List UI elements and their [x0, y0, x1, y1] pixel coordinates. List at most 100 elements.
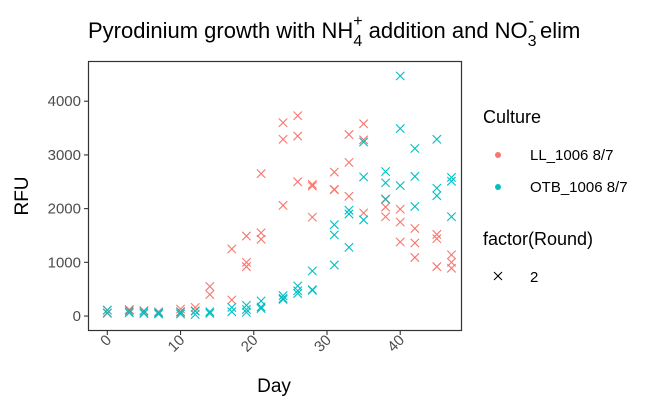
data-point: [395, 204, 405, 214]
data-point: [329, 260, 339, 270]
data-point: [307, 285, 317, 295]
data-point: [410, 143, 420, 154]
data-point: [432, 234, 442, 244]
legend-round-title: factor(Round): [483, 229, 593, 249]
data-point: [256, 228, 266, 238]
data-point: [124, 308, 134, 318]
x-tick-label: 20: [238, 332, 262, 356]
x-tick-label: 0: [97, 332, 115, 350]
data-point: [307, 181, 317, 191]
data-point: [124, 306, 134, 316]
data-point: [278, 293, 288, 303]
data-point: [344, 205, 354, 215]
data-point: [307, 266, 317, 276]
data-point: [410, 238, 420, 248]
data-point: [293, 281, 303, 291]
data-point: [227, 244, 237, 254]
data-point: [227, 302, 237, 313]
data-point: [410, 201, 420, 212]
data-point: [380, 202, 391, 212]
data-point: [175, 307, 186, 317]
x-tick-label: 10: [165, 332, 189, 356]
data-point: [256, 303, 266, 314]
data-point: [190, 306, 200, 316]
data-point: [153, 308, 164, 318]
points-layer: [102, 71, 457, 320]
data-point: [205, 308, 215, 318]
data-point: [446, 172, 457, 183]
data-point: [380, 166, 391, 177]
data-point: [175, 309, 186, 319]
data-point: [410, 223, 420, 234]
data-point: [410, 171, 420, 181]
data-point: [432, 183, 442, 193]
data-point: [278, 291, 288, 301]
data-point: [446, 263, 457, 273]
data-point: [102, 305, 112, 315]
y-axis-ticks: 0 1000 2000 3000 4000: [48, 93, 89, 325]
legend-swatch-dot-icon: [495, 152, 501, 158]
data-point: [307, 212, 317, 222]
data-point: [329, 230, 339, 240]
data-point: [344, 209, 354, 219]
data-point: [241, 231, 252, 241]
data-point: [432, 229, 442, 239]
data-point: [293, 288, 303, 299]
data-point: [410, 252, 420, 263]
data-point: [395, 180, 405, 191]
data-point: [190, 302, 200, 313]
data-point: [344, 242, 354, 252]
data-point: [153, 309, 164, 319]
data-point: [190, 309, 200, 320]
data-point: [205, 289, 215, 300]
data-point: [241, 300, 252, 310]
y-tick-label: 4000: [48, 93, 81, 110]
data-point: [395, 237, 405, 247]
data-point: [278, 134, 288, 144]
data-point: [446, 250, 457, 260]
data-point: [241, 262, 252, 272]
legend-swatch-dot-icon: [495, 184, 501, 190]
x-axis-ticks: 0 10 20 30 40: [97, 330, 408, 356]
y-tick-label: 0: [73, 308, 81, 325]
data-point: [359, 137, 369, 147]
legend-series-label: LL_1006 8/7: [530, 147, 613, 164]
data-point: [329, 220, 339, 230]
y-tick-label: 1000: [48, 254, 81, 271]
data-point: [241, 307, 252, 317]
data-point: [395, 217, 405, 227]
data-point: [344, 191, 354, 201]
data-point: [139, 306, 149, 316]
data-point: [432, 134, 442, 144]
y-tick-label: 3000: [48, 147, 81, 164]
data-point: [446, 176, 457, 186]
data-point: [227, 295, 237, 305]
data-point: [227, 307, 237, 317]
x-tick-label: 40: [384, 332, 408, 356]
data-point: [293, 111, 303, 121]
data-point: [359, 208, 369, 218]
data-point: [359, 215, 369, 225]
legend-round-label: 2: [530, 269, 538, 286]
data-point: [359, 135, 369, 145]
data-point: [395, 71, 405, 81]
data-point: [205, 307, 215, 317]
data-point: [293, 286, 303, 296]
data-point: [359, 119, 369, 129]
data-point: [256, 302, 266, 312]
data-point: [278, 200, 288, 210]
data-point: [432, 262, 442, 272]
legend: Culture LL_1006 8/7 OTB_1006 8/7 factor(R…: [483, 107, 628, 286]
plot-panel-border: [87, 60, 463, 332]
data-point: [124, 305, 134, 315]
data-point: [329, 167, 339, 177]
data-point: [241, 305, 252, 315]
data-point: [278, 118, 288, 128]
data-point: [153, 307, 164, 317]
x-axis-title: Day: [257, 376, 291, 397]
data-point: [380, 194, 391, 204]
data-point: [293, 131, 303, 141]
data-point: [102, 308, 112, 318]
data-point: [241, 257, 252, 267]
